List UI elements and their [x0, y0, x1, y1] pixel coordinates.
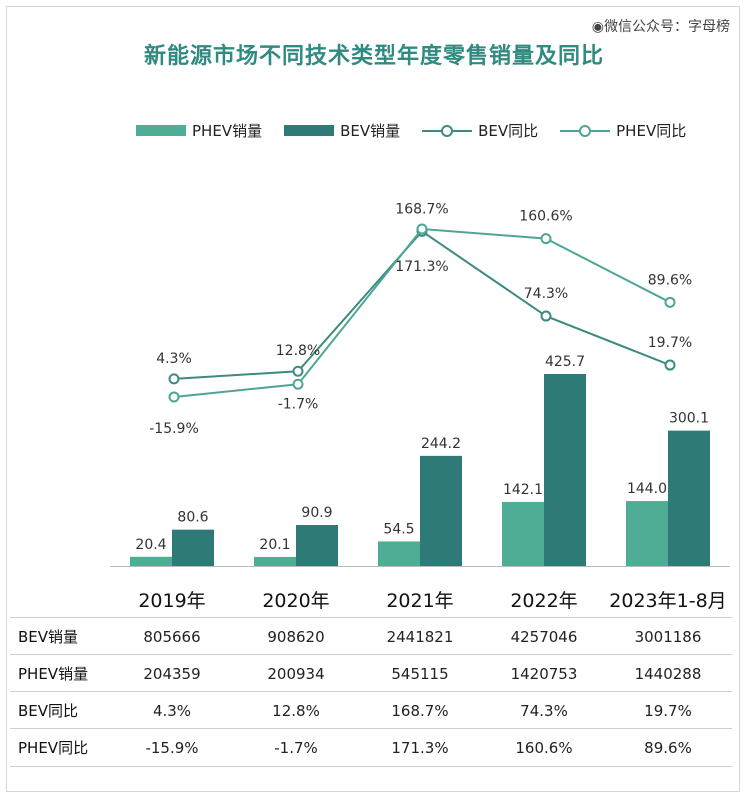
bar-phev-sales: [130, 556, 172, 566]
bar-bev-sales: [668, 430, 710, 566]
marker-bev-yoy: [540, 310, 552, 322]
table-cell: 1440288: [634, 665, 702, 683]
table-divider: [10, 617, 732, 618]
table-cell: 19.7%: [644, 702, 692, 720]
x-tick-label: 2019年: [138, 590, 206, 612]
table-cell: 74.3%: [520, 702, 568, 720]
bar-phev-sales: [378, 541, 420, 566]
data-label-phev-yoy: -15.9%: [149, 421, 199, 437]
marker-phev-yoy: [168, 391, 180, 403]
chart-title: 新能源市场不同技术类型年度零售销量及同比: [143, 44, 604, 69]
legend-label-bev-sales: BEV销量: [340, 122, 401, 140]
table-cell: 4.3%: [152, 702, 192, 720]
table-row: PHEV销量 204359 200934 545115 1420753 1440288: [10, 656, 732, 692]
table-cell: 168.7%: [391, 702, 449, 720]
data-label-phev-sales: 144.0: [627, 481, 667, 497]
table-cell: 2441821: [386, 628, 454, 646]
line-bev-yoy: [173, 230, 671, 380]
data-label-bev-sales: 80.6: [177, 510, 208, 526]
data-label-phev-sales: 54.5: [383, 521, 414, 537]
data-label-bev-yoy: 19.7%: [648, 335, 692, 351]
data-label-phev-sales: 20.4: [135, 537, 166, 553]
table-cell: 160.6%: [515, 739, 573, 757]
bar-bev-sales: [296, 525, 338, 566]
table-row: BEV销量 805666 908620 2441821 4257046 3001186: [10, 619, 732, 655]
data-label-bev-yoy: 74.3%: [524, 286, 568, 302]
bar-phev-sales: [502, 501, 544, 566]
watermark-text: ◉微信公众号：字母榜: [591, 19, 730, 35]
table-divider: [10, 766, 732, 767]
table-cell: 1420753: [510, 665, 578, 683]
data-label-bev-sales: 425.7: [545, 354, 585, 370]
marker-phev-yoy: [416, 223, 428, 235]
bar-bev-sales: [420, 455, 462, 566]
legend-label-bev-yoy: BEV同比: [478, 122, 539, 140]
marker-phev-yoy: [292, 378, 304, 390]
table-cell: 545115: [391, 665, 449, 683]
line-phev-yoy: [173, 227, 671, 398]
bar-bev-sales: [544, 374, 586, 566]
x-tick-label: 2023年1-8月: [609, 590, 727, 612]
table-divider: [10, 728, 732, 729]
marker-phev-yoy: [540, 233, 552, 245]
x-tick-label: 2021年: [386, 590, 454, 612]
chart-legend: PHEV销量 BEV销量 BEV同比 PHEV同比: [136, 120, 708, 141]
table-row: BEV同比 4.3% 12.8% 168.7% 74.3% 19.7%: [10, 693, 732, 729]
table-cell: 171.3%: [391, 739, 449, 757]
table-cell: 908620: [267, 628, 325, 646]
legend-item-bev-yoy: BEV同比: [422, 120, 538, 141]
table-divider: [10, 654, 732, 655]
data-label-phev-sales: 20.1: [259, 537, 290, 553]
data-label-phev-yoy: 89.6%: [648, 272, 692, 288]
marker-bev-yoy: [664, 359, 676, 371]
table-row: PHEV同比 -15.9% -1.7% 171.3% 160.6% 89.6%: [10, 730, 732, 766]
table-row-header: PHEV销量: [18, 665, 89, 683]
data-label-phev-yoy: 171.3%: [395, 259, 448, 275]
table-row-header: PHEV同比: [18, 739, 89, 757]
legend-swatch-bev-sales: [284, 125, 335, 136]
x-tick-label: 2020年: [262, 590, 330, 612]
marker-bev-yoy: [168, 373, 180, 385]
legend-label-phev-sales: PHEV销量: [192, 122, 263, 140]
legend-item-phev-sales: PHEV销量: [136, 120, 262, 141]
table-cell: 204359: [143, 665, 201, 683]
table-cell: 805666: [143, 628, 201, 646]
x-tick-label: 2022年: [510, 590, 578, 612]
table-row-header: BEV同比: [18, 702, 79, 720]
marker-bev-yoy: [292, 365, 304, 377]
table-cell: -15.9%: [145, 739, 199, 757]
chart-frame: [6, 6, 740, 792]
legend-marker-phev-yoy: [560, 124, 611, 137]
legend-label-phev-yoy: PHEV同比: [616, 122, 687, 140]
legend-swatch-phev-sales: [136, 125, 186, 136]
legend-item-phev-yoy: PHEV同比: [560, 120, 686, 141]
data-label-phev-yoy: -1.7%: [278, 396, 319, 412]
data-label-bev-sales: 300.1: [669, 411, 709, 427]
table-cell: 3001186: [634, 628, 702, 646]
data-label-phev-yoy: 160.6%: [519, 209, 572, 225]
table-cell: 12.8%: [272, 702, 320, 720]
data-label-bev-yoy: 4.3%: [156, 351, 192, 367]
legend-item-bev-sales: BEV销量: [284, 120, 400, 141]
table-cell: 200934: [267, 665, 325, 683]
legend-marker-bev-yoy: [422, 124, 473, 137]
bar-bev-sales: [172, 529, 214, 566]
bar-phev-sales: [626, 501, 668, 566]
table-cell: 89.6%: [644, 739, 692, 757]
data-label-bev-yoy: 168.7%: [395, 201, 448, 217]
data-label-bev-sales: 244.2: [421, 436, 461, 452]
data-label-phev-sales: 142.1: [503, 482, 543, 498]
table-cell: 4257046: [510, 628, 578, 646]
table-row-header: BEV销量: [18, 628, 79, 646]
marker-phev-yoy: [664, 296, 676, 308]
table-divider: [10, 691, 732, 692]
data-label-bev-yoy: 12.8%: [276, 343, 320, 359]
bar-phev-sales: [254, 556, 296, 566]
data-label-bev-sales: 90.9: [301, 505, 332, 521]
table-cell: -1.7%: [274, 739, 318, 757]
